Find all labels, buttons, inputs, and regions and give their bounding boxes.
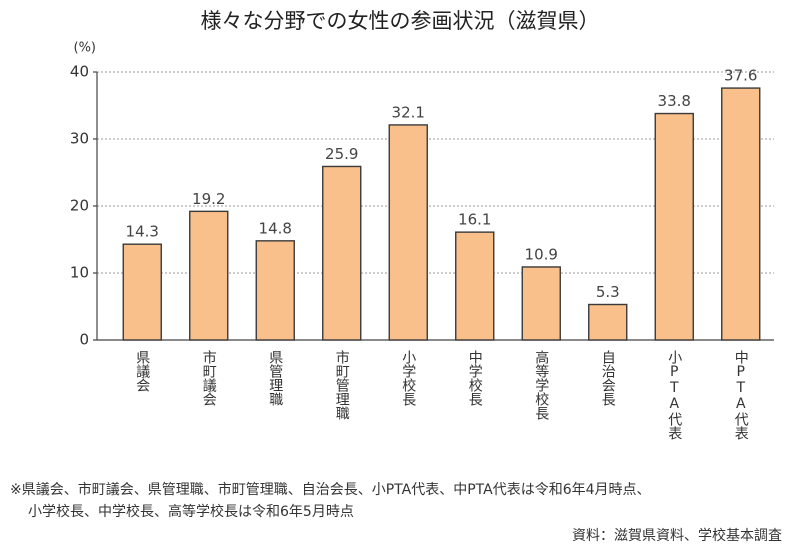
data-label: 14.3 xyxy=(126,223,159,241)
data-label: 37.6 xyxy=(724,67,757,85)
bar xyxy=(189,210,229,341)
bar xyxy=(654,112,694,341)
bar xyxy=(322,165,362,341)
y-tick-label: 10 xyxy=(70,264,89,282)
bar xyxy=(255,240,295,341)
x-tick-label: 自治会長 xyxy=(600,350,616,406)
data-label: 19.2 xyxy=(192,190,225,208)
source: 資料：滋賀県資料、学校基本調査 xyxy=(572,527,782,544)
x-tick-label: 県管理職 xyxy=(267,350,283,406)
data-label: 5.3 xyxy=(596,283,620,301)
chart-title: 様々な分野での女性の参画状況（滋賀県） xyxy=(201,9,600,33)
bar xyxy=(521,266,561,341)
y-tick-label: 0 xyxy=(79,331,89,349)
footnote: 小学校長、中学校長、高等学校長は令和6年5月時点 xyxy=(28,503,354,520)
bar xyxy=(721,87,761,341)
x-tick-label: 高等学校長 xyxy=(533,349,549,420)
bar xyxy=(122,243,162,341)
x-tick-label: 中学校長 xyxy=(467,350,483,406)
y-tick-label: 40 xyxy=(70,63,89,81)
x-tick-label: 県議会 xyxy=(134,350,150,392)
bar xyxy=(588,303,628,341)
bar xyxy=(388,124,428,341)
x-tick-label: 市町管理職 xyxy=(334,349,350,420)
data-label: 33.8 xyxy=(658,92,691,110)
data-label: 25.9 xyxy=(325,145,358,163)
x-tick-label: 小PTA代表 xyxy=(666,350,682,440)
data-label: 14.8 xyxy=(259,219,292,237)
y-tick-label: 20 xyxy=(70,197,89,215)
data-label: 32.1 xyxy=(392,103,425,121)
x-tick-label: 中PTA代表 xyxy=(733,350,749,440)
y-tick-label: 30 xyxy=(70,130,89,148)
bar xyxy=(455,231,495,341)
y-axis-label: (%) xyxy=(74,41,97,56)
x-tick-label: 小学校長 xyxy=(400,350,416,406)
data-label: 10.9 xyxy=(525,245,558,263)
x-tick-label: 市町議会 xyxy=(201,349,217,406)
footnote: ※県議会、市町議会、県管理職、市町管理職、自治会長、小PTA代表、中PTA代表は… xyxy=(10,481,651,498)
data-label: 16.1 xyxy=(458,211,491,229)
